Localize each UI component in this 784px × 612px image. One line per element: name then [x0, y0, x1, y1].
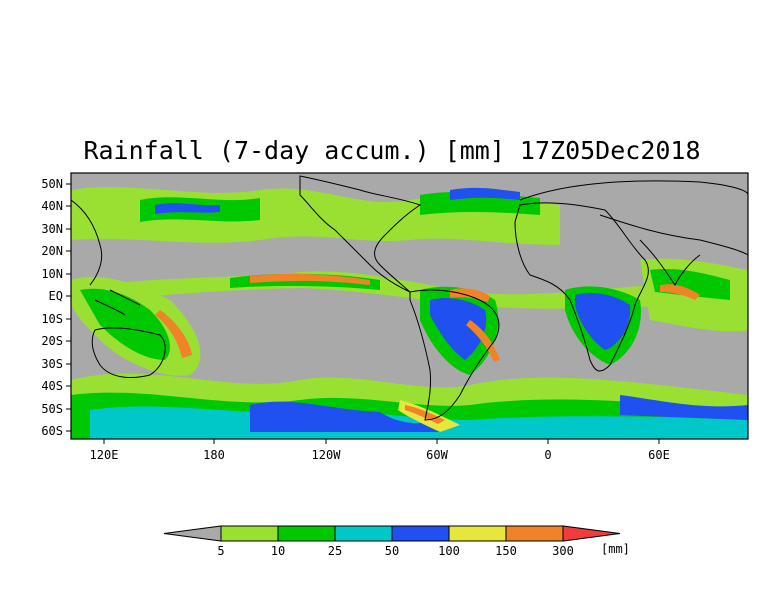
colorbar-box — [391, 525, 450, 542]
lon-label: 0 — [544, 448, 551, 462]
rainfall-field — [71, 187, 748, 439]
lat-label: 20S — [41, 334, 63, 348]
colorbar-label: 10 — [271, 544, 285, 558]
colorbar-box — [277, 525, 336, 542]
map-title: Rainfall (7-day accum.) [mm] 17Z05Dec201… — [83, 136, 701, 165]
lon-label: 120W — [312, 448, 342, 462]
colorbar-label: 100 — [438, 544, 460, 558]
lon-label: 120E — [90, 448, 119, 462]
colorbar-label: 300 — [552, 544, 574, 558]
colorbar-label: 5 — [217, 544, 224, 558]
colorbar-low-triangle — [163, 525, 222, 542]
lon-label: 60W — [426, 448, 448, 462]
lat-label: 10S — [41, 312, 63, 326]
axis-ticks — [66, 183, 660, 444]
rainfall-map: 50N 40N 30N 20N 10N EQ 10S 20S 30S 40S 5… — [41, 172, 749, 462]
colorbar-label: 50 — [385, 544, 399, 558]
lat-label: 40S — [41, 379, 63, 393]
lat-label: 30S — [41, 357, 63, 371]
lon-label: 60E — [648, 448, 670, 462]
colorbar-box — [505, 525, 564, 542]
colorbar-label: 150 — [495, 544, 517, 558]
lat-label: 30N — [41, 222, 63, 236]
colorbar-unit: [mm] — [601, 542, 630, 556]
map-frame — [70, 172, 749, 440]
lat-label: EQ — [49, 289, 63, 303]
lat-label: 60S — [41, 424, 63, 438]
lat-label: 10N — [41, 267, 63, 281]
colorbar: 5 10 25 50 100 150 300 [mm] — [163, 525, 630, 558]
lat-label: 50S — [41, 402, 63, 416]
longitude-labels: 120E 180 120W 60W 0 60E — [90, 448, 670, 462]
colorbar-box — [220, 525, 279, 542]
latitude-labels: 50N 40N 30N 20N 10N EQ 10S 20S 30S 40S 5… — [41, 177, 63, 438]
lat-label: 40N — [41, 199, 63, 213]
lat-label: 20N — [41, 244, 63, 258]
colorbar-high-triangle — [562, 525, 621, 542]
lat-label: 50N — [41, 177, 63, 191]
colorbar-box — [448, 525, 507, 542]
colorbar-label: 25 — [328, 544, 342, 558]
coastlines — [71, 175, 748, 421]
lon-label: 180 — [203, 448, 225, 462]
colorbar-box — [334, 525, 393, 542]
